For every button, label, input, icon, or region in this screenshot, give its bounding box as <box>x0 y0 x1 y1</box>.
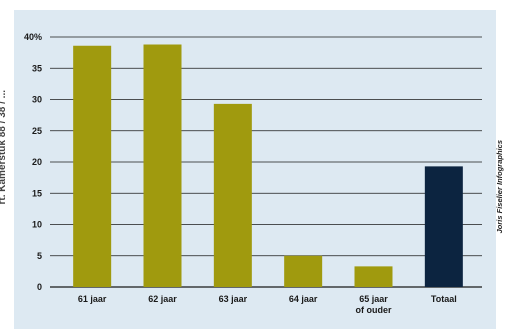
left-margin-label: rt. Kamerstuk 88 / 38 / ... <box>0 90 8 205</box>
x-tick-label: 63 jaar <box>219 294 248 304</box>
x-tick-label: 65 jaar of ouder <box>356 294 392 315</box>
bar <box>284 255 323 287</box>
x-tick-label: Totaal <box>431 294 457 304</box>
bar <box>213 103 252 287</box>
y-tick-label: 0 <box>37 282 42 292</box>
credit-label: Joris Fiselier Infographics <box>495 140 504 234</box>
x-tick-label: 61 jaar <box>78 294 107 304</box>
bar <box>354 266 393 287</box>
y-tick-label: 40% <box>24 32 42 42</box>
y-tick-label: 30 <box>32 95 42 105</box>
credit: Joris Fiselier Infographics <box>494 140 506 300</box>
bar <box>424 166 463 287</box>
y-tick-label: 10 <box>32 220 42 230</box>
x-tick-label: 62 jaar <box>148 294 177 304</box>
bar <box>143 44 182 287</box>
y-tick-label: 25 <box>32 126 42 136</box>
x-tick-label: 64 jaar <box>289 294 318 304</box>
y-tick-label: 15 <box>32 188 42 198</box>
bar <box>73 45 112 287</box>
y-tick-label: 20 <box>32 157 42 167</box>
y-tick-label: 5 <box>37 251 42 261</box>
left-margin-text: rt. Kamerstuk 88 / 38 / ... <box>0 90 10 320</box>
y-tick-label: 35 <box>32 63 42 73</box>
